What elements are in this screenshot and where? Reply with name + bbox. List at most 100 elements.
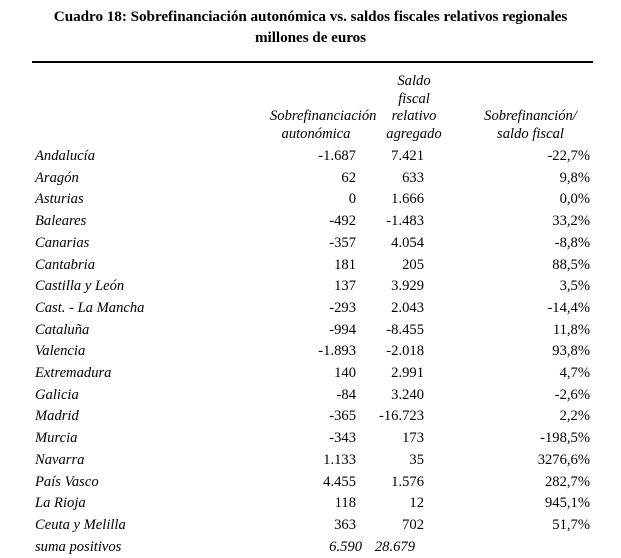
- column-header-sobrefinanciacion-line2: autonómica: [281, 125, 351, 142]
- table-body: Andalucía -1.687 7.421 -22,7% Aragón 62 633 9,8…: [32, 145, 593, 558]
- table-row: Galicia -84 3.240 -2,6%: [32, 385, 593, 407]
- row-label-region: Cantabria: [35, 256, 96, 273]
- caption-line-1: Cuadro 18: Sobrefinanciación autonómica …: [53, 8, 568, 25]
- column-header-saldo-fiscal-line1: Saldo fiscal: [397, 73, 431, 107]
- caption-line-2: millones de euros: [254, 29, 367, 46]
- cell-ratio: -8,8%: [554, 234, 590, 251]
- cell-saldo-fiscal: 173: [402, 430, 424, 447]
- cell-sobrefinanciacion: 6.590: [329, 538, 362, 555]
- table-row: Andalucía -1.687 7.421 -22,7%: [32, 145, 593, 168]
- table-row: Navarra 1.133 35 3276,6%: [32, 450, 593, 472]
- table-total-row: suma positivos 6.590 28.679: [32, 537, 593, 558]
- row-label-region: Murcia: [35, 430, 78, 447]
- row-label-region: Extremadura: [35, 365, 112, 382]
- cell-ratio: 3,5%: [559, 278, 590, 295]
- table-top-rule: [32, 61, 593, 63]
- column-header-region: [32, 63, 270, 145]
- row-label-region: Aragón: [35, 169, 79, 186]
- fiscal-table: Sobrefinanciación autonómica Saldo fisca…: [32, 63, 593, 558]
- table-row: Cast. - La Mancha -293 2.043 -14,4%: [32, 298, 593, 320]
- cell-ratio: 51,7%: [552, 516, 590, 533]
- table-row: Valencia -1.893 -2.018 93,8%: [32, 341, 593, 363]
- column-header-sobrefinanciacion-line1: Sobrefinanciación: [270, 108, 377, 124]
- cell-ratio: 3276,6%: [537, 451, 590, 468]
- table-row: Cataluña -994 -8.455 11,8%: [32, 320, 593, 342]
- cell-ratio: 11,8%: [552, 321, 590, 338]
- table-row: Baleares -492 -1.483 33,2%: [32, 211, 593, 233]
- cell-sobrefinanciacion: 1.133: [323, 451, 356, 468]
- table-row: La Rioja 118 12 945,1%: [32, 493, 593, 515]
- cell-sobrefinanciacion: 118: [334, 495, 356, 512]
- cell-sobrefinanciacion: 0: [348, 191, 356, 208]
- column-header-ratio-line1: Sobrefinanción/: [484, 108, 577, 124]
- row-label-region: Galicia: [35, 386, 79, 403]
- document-page: Cuadro 18: Sobrefinanciación autonómica …: [0, 6, 621, 555]
- cell-ratio: -198,5%: [540, 430, 590, 447]
- table-header: Sobrefinanciación autonómica Saldo fisca…: [32, 63, 593, 145]
- cell-saldo-fiscal: 3.240: [391, 386, 424, 403]
- row-label-region: País Vasco: [35, 473, 99, 490]
- row-label-region: Andalucía: [35, 148, 95, 164]
- cell-ratio: 88,5%: [552, 256, 590, 273]
- cell-sobrefinanciacion: -84: [336, 386, 356, 403]
- cell-ratio: -22,7%: [547, 148, 590, 164]
- cell-sobrefinanciacion: 181: [334, 256, 356, 273]
- cell-saldo-fiscal: -16.723: [379, 408, 424, 425]
- table-row: País Vasco 4.455 1.576 282,7%: [32, 472, 593, 494]
- cell-saldo-fiscal: -8.455: [386, 321, 424, 338]
- cell-ratio: 93,8%: [552, 343, 590, 360]
- column-header-ratio-line2: saldo fiscal: [497, 125, 564, 142]
- total-label: suma positivos: [35, 538, 122, 555]
- cell-sobrefinanciacion: 137: [334, 278, 356, 295]
- cell-ratio: 9,8%: [559, 169, 590, 186]
- cell-sobrefinanciacion: -492: [329, 213, 356, 230]
- row-label-region: Asturias: [35, 191, 84, 208]
- cell-sobrefinanciacion: -293: [329, 299, 356, 316]
- cell-sobrefinanciacion: -357: [329, 234, 356, 251]
- cell-ratio: -2,6%: [554, 386, 590, 403]
- cell-sobrefinanciacion: 140: [334, 365, 356, 382]
- cell-saldo-fiscal: 1.666: [391, 191, 424, 208]
- table-row: Ceuta y Melilla 363 702 51,7%: [32, 515, 593, 537]
- cell-ratio: 33,2%: [552, 213, 590, 230]
- table-container: Sobrefinanciación autonómica Saldo fisca…: [32, 61, 593, 558]
- table-row: Extremadura 140 2.991 4,7%: [32, 363, 593, 385]
- table-row: Cantabria 181 205 88,5%: [32, 255, 593, 277]
- column-header-ratio: Sobrefinanción/ saldo fiscal: [442, 63, 593, 145]
- cell-saldo-fiscal: 3.929: [391, 278, 424, 295]
- cell-saldo-fiscal: 633: [402, 169, 424, 186]
- cell-ratio: 945,1%: [545, 495, 590, 512]
- row-label-region: Castilla y León: [35, 278, 125, 295]
- cell-saldo-fiscal: 702: [402, 516, 424, 533]
- cell-ratio: [442, 537, 593, 558]
- cell-sobrefinanciacion: -343: [329, 430, 356, 447]
- row-label-region: Ceuta y Melilla: [35, 516, 126, 533]
- table-header-row: Sobrefinanciación autonómica Saldo fisca…: [32, 63, 593, 145]
- cell-saldo-fiscal: 12: [409, 495, 424, 512]
- cell-sobrefinanciacion: 62: [341, 169, 356, 186]
- column-header-sobrefinanciacion: Sobrefinanciación autonómica: [270, 63, 377, 145]
- cell-sobrefinanciacion: -1.893: [318, 343, 356, 360]
- cell-saldo-fiscal: 7.421: [391, 148, 424, 164]
- table-row: Canarias -357 4.054 -8,8%: [32, 233, 593, 255]
- column-header-saldo-fiscal-line2: relativo agregado: [386, 108, 442, 142]
- cell-sobrefinanciacion: -365: [329, 408, 356, 425]
- cell-ratio: 4,7%: [559, 365, 590, 382]
- cell-sobrefinanciacion: -1.687: [318, 148, 356, 164]
- table-caption: Cuadro 18: Sobrefinanciación autonómica …: [0, 6, 621, 48]
- table-row: Aragón 62 633 9,8%: [32, 168, 593, 190]
- cell-ratio: -14,4%: [547, 299, 590, 316]
- cell-ratio: 0,0%: [559, 191, 590, 208]
- cell-saldo-fiscal: 35: [409, 451, 424, 468]
- cell-sobrefinanciacion: -994: [329, 321, 356, 338]
- table-row: Castilla y León 137 3.929 3,5%: [32, 276, 593, 298]
- row-label-region: Navarra: [35, 451, 85, 468]
- row-label-region: Cast. - La Mancha: [35, 299, 145, 316]
- table-row: Madrid -365 -16.723 2,2%: [32, 406, 593, 428]
- cell-ratio: 282,7%: [545, 473, 590, 490]
- cell-sobrefinanciacion: 363: [334, 516, 356, 533]
- cell-saldo-fiscal: 1.576: [391, 473, 424, 490]
- table-row: Asturias 0 1.666 0,0%: [32, 189, 593, 211]
- cell-saldo-fiscal: 2.043: [391, 299, 424, 316]
- cell-saldo-fiscal: 4.054: [391, 234, 424, 251]
